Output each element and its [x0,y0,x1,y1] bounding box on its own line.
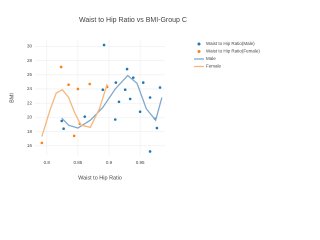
point [117,100,121,104]
point [72,134,76,138]
chart: Waist to Hip Ratio vs BMI-Group C Waist … [9,17,260,182]
point [125,67,129,71]
legend-label: Waist to Hip Ratio(Male) [206,41,255,46]
point [62,127,65,131]
point [141,81,145,84]
point [67,83,70,87]
point [40,141,44,145]
legend-symbol [197,42,201,46]
point [88,82,92,86]
point [59,65,63,69]
page: Waist to Hip Ratio vs BMI-Group C Waist … [9,16,261,182]
y-tick-label: 20 [27,115,33,120]
point [158,86,162,89]
fit-line [41,83,108,137]
x-axis-label: Waist to Hip Ratio [78,175,122,181]
point [114,81,118,84]
y-tick-label: 24 [27,86,33,91]
point [113,118,117,121]
y-tick-label: 22 [27,100,33,105]
y-tick-label: 26 [27,72,33,77]
point [155,126,159,130]
x-tick-label: 0.9 [106,160,113,165]
fit-line [61,74,163,129]
y-tick-label: 30 [27,44,33,49]
point [138,110,142,113]
point [128,97,132,101]
point [102,43,106,47]
point [131,76,135,79]
y-tick-label: 18 [27,129,33,134]
point [76,87,80,91]
legend-label: Male [206,56,216,61]
y-tick-label: 16 [27,143,33,148]
point [148,96,152,99]
x-tick-label: 0.8 [44,160,51,165]
legend-label: Waist to Hip Ratio(Female) [206,49,260,54]
point [60,119,64,123]
x-tick-label: 0.85 [74,160,83,165]
point [101,88,105,91]
point [148,150,152,153]
y-axis-label: BMI [9,93,15,103]
point [83,115,87,118]
chart-title: Waist to Hip Ratio vs BMI-Group C [79,17,187,24]
legend-label: Female [206,64,222,69]
y-tick-label: 28 [27,58,33,63]
point [123,88,127,91]
x-tick-label: 0.95 [136,160,145,165]
legend-symbol [197,50,201,53]
